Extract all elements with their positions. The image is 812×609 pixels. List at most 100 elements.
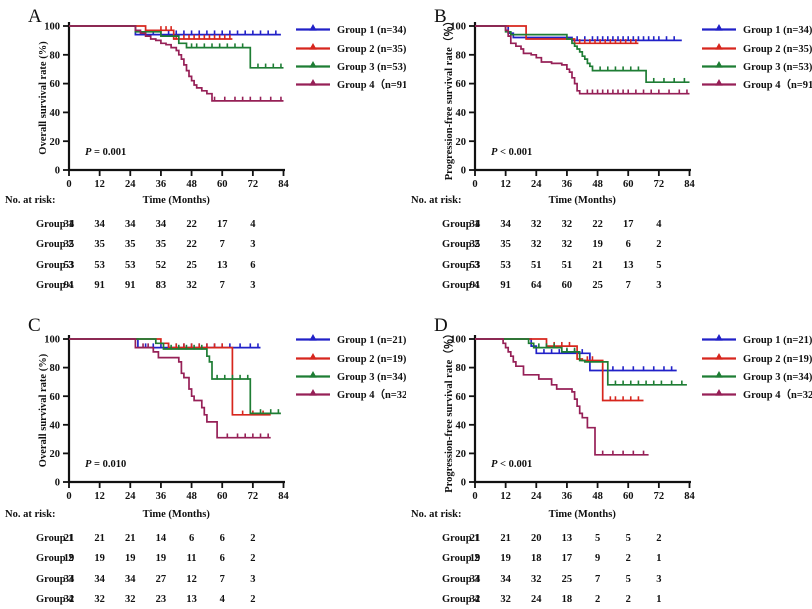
risk-value: 25 (562, 574, 573, 585)
x-axis-title: Time (Months) (143, 509, 211, 520)
risk-value: 34 (64, 574, 75, 585)
risk-value: 14 (156, 533, 167, 544)
risk-value: 25 (592, 280, 603, 291)
x-tick-label: 48 (186, 179, 197, 190)
risk-value: 22 (186, 239, 197, 250)
legend-label: Group 1 (n=21) (743, 335, 812, 346)
risk-value: 24 (531, 594, 542, 605)
risk-value: 53 (500, 260, 511, 271)
risk-row-label: Group 3 (442, 574, 479, 585)
legend-triangle-marker (309, 389, 317, 396)
risk-value: 3 (250, 239, 255, 250)
series-1-curve (69, 25, 281, 36)
x-tick-label: 48 (186, 491, 197, 502)
p-value: P < 0.001 (491, 147, 532, 158)
risk-value: 91 (500, 280, 511, 291)
legend-label: Group 2 (n=35) (337, 44, 406, 55)
x-tick-label: 12 (500, 179, 511, 190)
risk-value: 53 (125, 260, 136, 271)
risk-value: 3 (250, 280, 255, 291)
x-tick-label: 12 (94, 491, 105, 502)
x-tick-label: 12 (500, 491, 511, 502)
y-tick-label: 40 (50, 108, 61, 119)
risk-value: 51 (531, 260, 542, 271)
risk-row-label: Group 4 (442, 594, 480, 605)
risk-value: 34 (500, 574, 511, 585)
y-tick-label: 80 (456, 50, 467, 61)
risk-value: 19 (500, 553, 511, 564)
risk-value: 91 (94, 280, 105, 291)
legend-triangle-marker (715, 43, 723, 50)
legend-triangle-marker (309, 24, 317, 31)
legend-label: Group 4（n=91） (743, 78, 812, 91)
risk-value: 32 (470, 594, 481, 605)
risk-value: 35 (125, 239, 136, 250)
risk-value: 7 (220, 280, 225, 291)
y-tick-label: 100 (450, 335, 466, 346)
y-tick-label: 20 (50, 137, 61, 148)
y-tick-label: 100 (450, 22, 466, 33)
y-tick-label: 40 (456, 108, 467, 119)
legend-label: Group 1 (n=21) (337, 335, 406, 346)
series-3-curve (475, 25, 690, 84)
risk-row-label: Group 1 (36, 219, 73, 230)
legend-label: Group 1 (n=34) (743, 25, 812, 36)
risk-value: 6 (220, 533, 225, 544)
risk-value: 34 (64, 219, 75, 230)
x-tick-label: 48 (592, 491, 603, 502)
risk-table-title: No. at risk: (411, 509, 461, 520)
p-value: P < 0.001 (491, 459, 532, 470)
x-tick-label: 12 (94, 179, 105, 190)
legend-label: Group 2 (n=19) (337, 354, 406, 365)
legend-triangle-marker (715, 353, 723, 360)
risk-value: 21 (592, 260, 603, 271)
risk-value: 3 (656, 574, 661, 585)
legend-triangle-marker (309, 334, 317, 341)
risk-value: 4 (656, 219, 662, 230)
risk-row-label: Group 4 (36, 594, 74, 605)
risk-value: 35 (64, 239, 75, 250)
risk-value: 17 (623, 219, 634, 230)
risk-value: 17 (217, 219, 228, 230)
risk-value: 6 (220, 553, 225, 564)
risk-value: 7 (595, 574, 600, 585)
risk-value: 21 (125, 533, 136, 544)
risk-value: 4 (220, 594, 226, 605)
x-tick-label: 84 (278, 179, 289, 190)
y-tick-label: 0 (461, 478, 466, 489)
risk-value: 5 (595, 533, 600, 544)
x-tick-label: 60 (623, 491, 634, 502)
risk-value: 34 (470, 574, 481, 585)
risk-value: 13 (186, 594, 197, 605)
risk-row-label: Group 3 (36, 260, 73, 271)
risk-value: 6 (250, 260, 255, 271)
risk-value: 7 (220, 574, 225, 585)
panel-letter: D (434, 315, 448, 336)
x-tick-label: 60 (217, 179, 228, 190)
y-tick-label: 100 (44, 22, 60, 33)
risk-value: 13 (623, 260, 634, 271)
x-tick-label: 0 (472, 179, 477, 190)
risk-value: 19 (125, 553, 136, 564)
x-tick-label: 24 (531, 179, 542, 190)
risk-value: 34 (156, 219, 167, 230)
y-tick-label: 100 (44, 335, 60, 346)
legend-triangle-marker (715, 61, 723, 68)
risk-value: 91 (64, 280, 75, 291)
x-axis-title: Time (Months) (143, 195, 211, 206)
x-tick-label: 84 (684, 491, 695, 502)
y-tick-label: 40 (456, 420, 467, 431)
x-tick-label: 24 (125, 491, 136, 502)
risk-value: 91 (125, 280, 136, 291)
risk-value: 18 (531, 553, 542, 564)
panel-a: A 0 20 40 60 80 100 0 12 24 36 48 60 72 84 Overall surv… (0, 0, 406, 305)
risk-value: 13 (217, 260, 228, 271)
p-value: P = 0.010 (85, 459, 126, 470)
legend-label: Group 4（n=91） (337, 78, 406, 91)
risk-value: 91 (470, 280, 481, 291)
risk-value: 53 (64, 260, 75, 271)
x-tick-label: 72 (654, 491, 665, 502)
